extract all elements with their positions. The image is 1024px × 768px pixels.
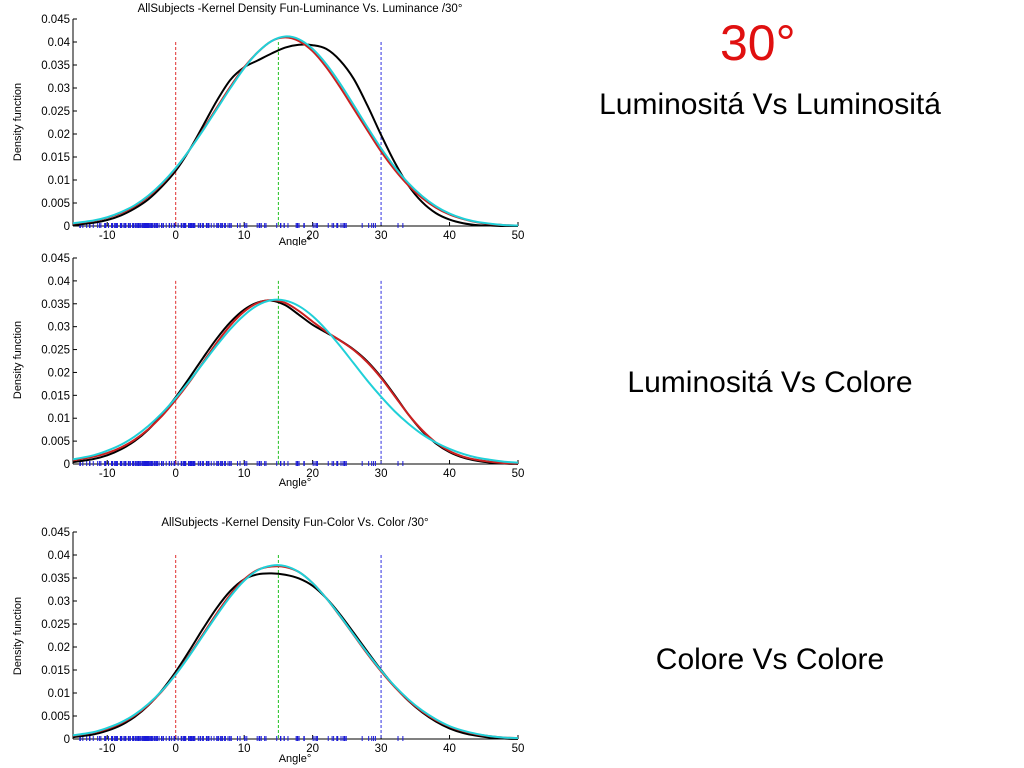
x-tick-label: 40 xyxy=(443,230,456,242)
y-tick-label: 0.04 xyxy=(48,276,71,288)
x-tick-label: 30 xyxy=(375,743,388,755)
y-tick-label: 0.005 xyxy=(41,198,70,210)
x-tick-label: 50 xyxy=(512,468,525,480)
x-tick-label: 40 xyxy=(443,468,456,480)
y-tick-label: 0.035 xyxy=(41,573,70,585)
x-tick-label: 0 xyxy=(172,468,178,480)
x-tick-label: -10 xyxy=(99,468,116,480)
density-curve xyxy=(72,298,519,464)
x-tick-label: 50 xyxy=(512,743,525,755)
kde-chart-luminance-vs-luminance: AllSubjects -Kernel Density Fun-Luminanc… xyxy=(12,3,525,246)
y-tick-label: 0 xyxy=(64,221,70,233)
subtitle-color-vs-color: Colore Vs Colore xyxy=(655,643,885,676)
density-curve xyxy=(72,565,519,740)
y-tick-label: 0.025 xyxy=(41,345,70,357)
x-tick-label: -10 xyxy=(99,743,116,755)
y-tick-label: 0.03 xyxy=(48,596,70,608)
y-tick-label: 0.005 xyxy=(41,711,70,723)
y-axis-label: Density function xyxy=(12,597,24,675)
y-tick-label: 0.015 xyxy=(41,665,70,677)
density-curve xyxy=(72,299,519,465)
y-tick-label: 0 xyxy=(64,459,70,471)
y-axis-label: Density function xyxy=(12,83,24,161)
x-tick-label: 10 xyxy=(238,230,251,242)
density-curve xyxy=(72,572,519,740)
y-tick-label: 0.045 xyxy=(41,253,70,265)
x-axis-label: Angle° xyxy=(279,477,312,489)
y-tick-label: 0.035 xyxy=(41,60,70,72)
subtitle-luminance-vs-luminance: Luminositá Vs Luminositá xyxy=(599,88,941,121)
x-tick-label: 30 xyxy=(375,230,388,242)
y-tick-label: 0.03 xyxy=(48,322,70,334)
slide-heading: 30° xyxy=(720,15,796,71)
density-curve xyxy=(72,299,519,465)
x-tick-label: 0 xyxy=(172,743,178,755)
y-tick-label: 0 xyxy=(64,734,70,746)
density-curve xyxy=(72,43,519,228)
y-tick-label: 0.01 xyxy=(48,175,70,187)
x-tick-label: 50 xyxy=(512,230,525,242)
x-axis-label: Angle° xyxy=(279,236,312,246)
x-tick-label: 20 xyxy=(306,468,319,480)
x-tick-label: 30 xyxy=(375,468,388,480)
y-tick-label: 0.04 xyxy=(48,37,71,49)
y-tick-label: 0.015 xyxy=(41,152,70,164)
y-tick-label: 0.015 xyxy=(41,390,70,402)
x-tick-label: 10 xyxy=(238,468,251,480)
kde-chart-color-vs-color: AllSubjects -Kernel Density Fun-Color Vs… xyxy=(12,517,525,765)
y-tick-label: 0.01 xyxy=(48,688,70,700)
y-tick-label: 0.02 xyxy=(48,642,70,654)
x-tick-label: 20 xyxy=(306,230,319,242)
y-tick-label: 0.04 xyxy=(48,550,71,562)
y-tick-label: 0.01 xyxy=(48,413,70,425)
y-tick-label: 0.035 xyxy=(41,299,70,311)
subtitle-luminance-vs-color: Luminositá Vs Colore xyxy=(627,366,913,399)
x-tick-label: 20 xyxy=(306,743,319,755)
y-tick-label: 0.025 xyxy=(41,619,70,631)
rug-plot xyxy=(79,461,404,466)
density-curve xyxy=(72,35,519,227)
chart-title: AllSubjects -Kernel Density Fun-Color Vs… xyxy=(161,517,428,529)
density-curve xyxy=(72,564,519,740)
x-tick-label: 0 xyxy=(172,230,178,242)
y-tick-label: 0.045 xyxy=(41,14,70,26)
rug-plot xyxy=(79,736,404,741)
y-tick-label: 0.02 xyxy=(48,367,70,379)
y-tick-label: 0.025 xyxy=(41,106,70,118)
y-axis-label: Density function xyxy=(12,321,24,399)
y-tick-label: 0.045 xyxy=(41,527,70,539)
x-tick-label: 10 xyxy=(238,743,251,755)
y-tick-label: 0.02 xyxy=(48,129,70,141)
chart-title: AllSubjects -Kernel Density Fun-Luminanc… xyxy=(138,3,463,15)
x-tick-label: 40 xyxy=(443,743,456,755)
kde-chart-luminance-vs-color: Density function Angle° 0 0.005 0.01 0.015 0… xyxy=(12,253,525,489)
x-axis-label: Angle° xyxy=(279,753,312,765)
density-curve xyxy=(72,36,519,227)
x-tick-label: -10 xyxy=(99,230,116,242)
y-tick-label: 0.03 xyxy=(48,83,70,95)
y-tick-label: 0.005 xyxy=(41,436,70,448)
